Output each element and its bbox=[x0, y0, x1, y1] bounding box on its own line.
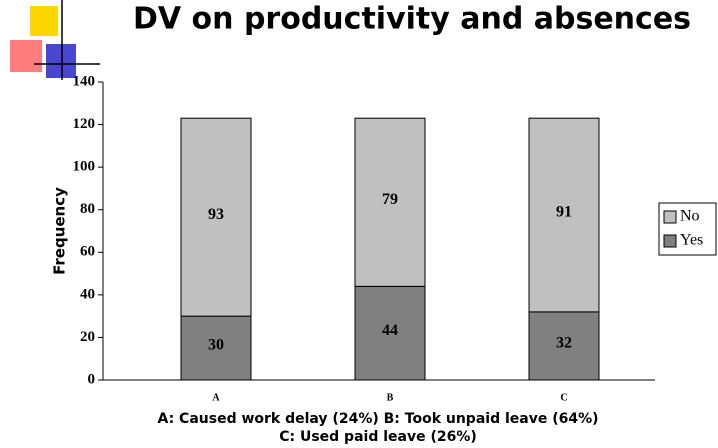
chart: DV on productivity and absences Frequenc… bbox=[0, 0, 718, 448]
value-label: 30 bbox=[208, 337, 224, 354]
y-tick-label: 80 bbox=[80, 201, 95, 217]
legend-swatch bbox=[664, 211, 676, 223]
value-label: 32 bbox=[556, 335, 572, 352]
chart-title: DV on productivity and absences bbox=[133, 2, 691, 37]
x-tick-label: A bbox=[212, 392, 220, 403]
y-tick-label: 60 bbox=[80, 244, 95, 260]
x-tick-label: C bbox=[560, 392, 567, 403]
value-label: 93 bbox=[208, 206, 224, 223]
value-label: 91 bbox=[556, 204, 572, 221]
y-tick-label: 120 bbox=[73, 116, 96, 132]
logo bbox=[10, 0, 100, 80]
y-tick-label: 40 bbox=[80, 286, 95, 302]
caption: A: Caused work delay (24%) B: Took unpai… bbox=[157, 411, 598, 427]
value-label: 79 bbox=[382, 191, 398, 208]
y-axis-label: Frequency bbox=[51, 187, 69, 275]
y-tick-label: 0 bbox=[88, 371, 96, 387]
legend-swatch bbox=[664, 235, 676, 247]
caption: C: Used paid leave (26%) bbox=[279, 429, 477, 445]
y-tick-label: 100 bbox=[73, 159, 96, 175]
legend-label: No bbox=[680, 208, 700, 225]
y-tick-label: 20 bbox=[80, 329, 95, 345]
value-label: 44 bbox=[382, 322, 398, 339]
y-tick-label: 140 bbox=[73, 73, 96, 89]
legend-label: Yes bbox=[680, 232, 703, 249]
x-tick-label: B bbox=[387, 392, 394, 403]
